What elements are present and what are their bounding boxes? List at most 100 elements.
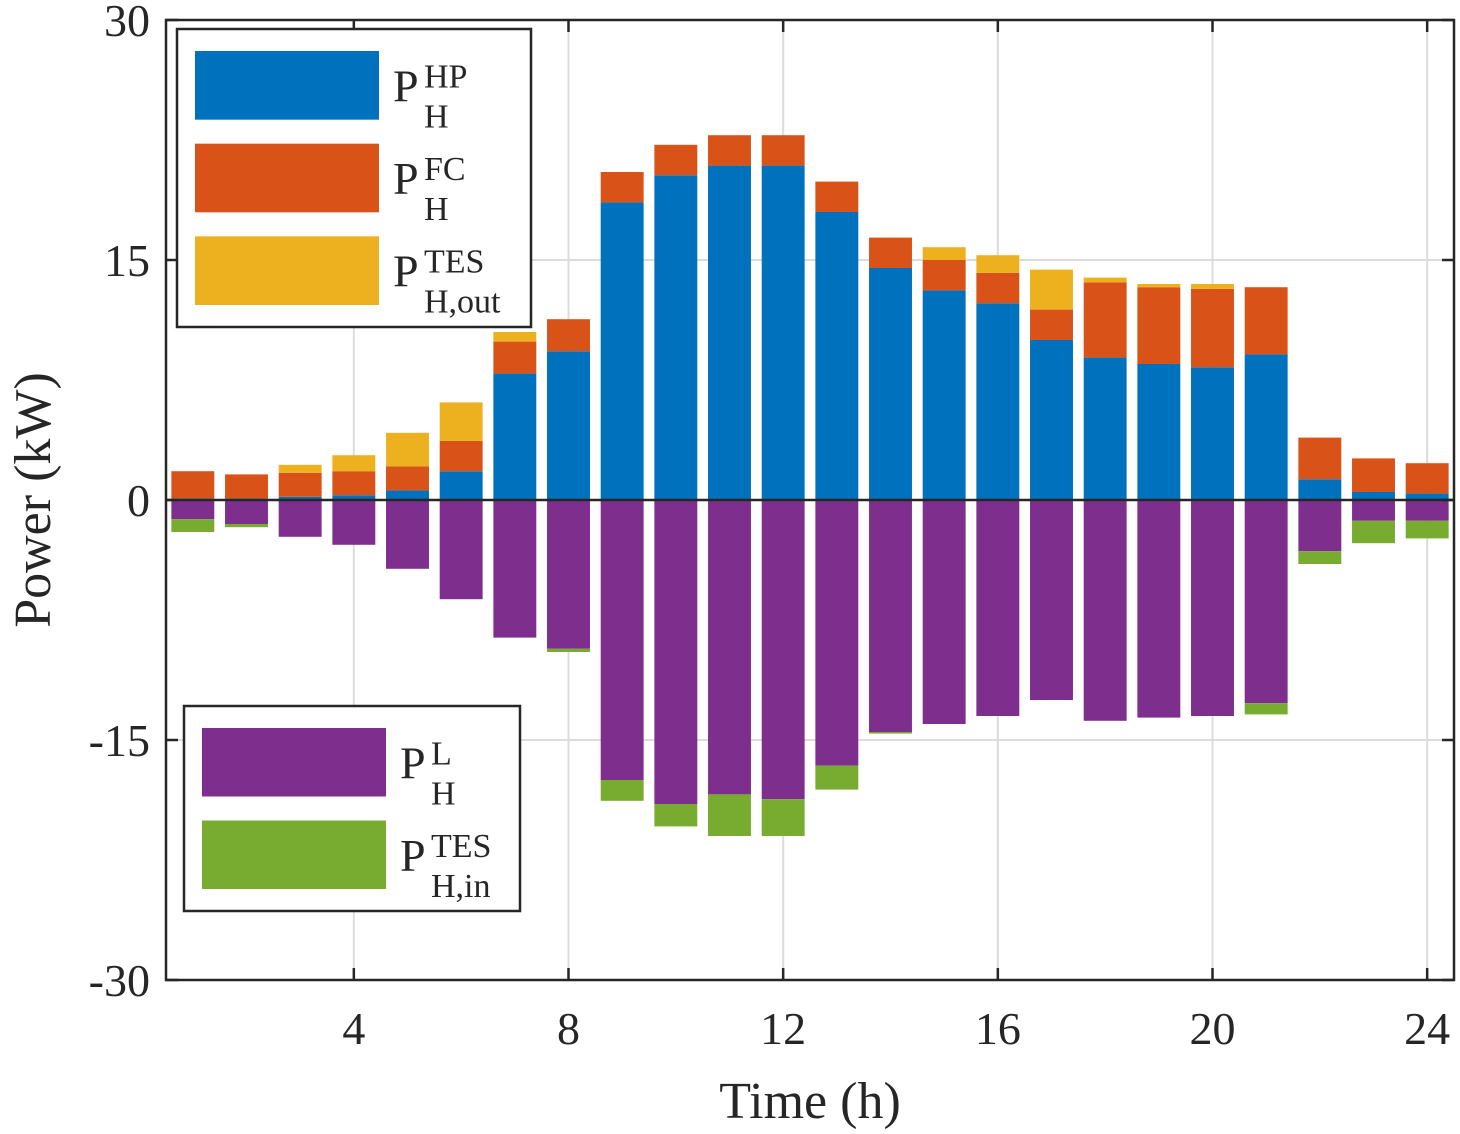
bar-segment: [1244, 703, 1288, 715]
bar-segment: [278, 496, 322, 500]
legend-label: P: [400, 737, 426, 788]
y-tick-label: 0: [127, 475, 150, 526]
bar-segment: [1030, 309, 1073, 340]
bar-segment: [869, 732, 912, 734]
bar-segment: [976, 272, 1020, 304]
bar-segment: [171, 519, 215, 532]
y-tick-label: -30: [89, 955, 150, 1006]
y-tick-labels: 30 15 0 -15 -30: [89, 0, 150, 1006]
x-tick-labels: 4 8 12 16 20 24: [342, 1003, 1450, 1054]
bar-segment: [1191, 367, 1234, 500]
bar-segment: [547, 351, 590, 500]
bar-segment: [278, 464, 322, 473]
legend-label-sub: H: [431, 775, 456, 812]
bar-segment: [654, 175, 698, 500]
y-tick-label: -15: [89, 715, 150, 766]
bar-segment: [761, 799, 805, 836]
bar-segment: [439, 402, 483, 441]
bar-segment: [869, 268, 912, 500]
legend-label-sup: L: [431, 735, 452, 772]
bar-segment: [332, 455, 376, 472]
bars: [171, 135, 1449, 836]
bar-segment: [708, 135, 751, 166]
bar-segment: [1405, 520, 1449, 539]
bar-segment: [1083, 277, 1127, 283]
bar-segment: [386, 500, 429, 569]
bar-segment: [1030, 269, 1073, 310]
bar-segment: [815, 500, 859, 766]
bar-segment: [1191, 284, 1234, 289]
legend-label-sub: H: [424, 98, 449, 135]
bar-segment: [869, 237, 912, 268]
legend-label-sup: FC: [424, 151, 466, 188]
bar-segment: [1030, 340, 1073, 500]
bar-segment: [225, 474, 268, 499]
bar-segment: [1083, 282, 1127, 358]
x-tick-label: 4: [342, 1003, 365, 1054]
legend-label: P: [393, 246, 419, 297]
bar-segment: [815, 181, 859, 212]
bar-segment: [1298, 551, 1342, 564]
bar-segment: [225, 500, 268, 524]
bar-segment: [1137, 364, 1181, 500]
bar-segment: [1352, 458, 1395, 492]
bar-segment: [815, 212, 859, 500]
x-tick-label: 20: [1190, 1003, 1236, 1054]
bar-segment: [1298, 437, 1342, 480]
legend-swatch: [202, 728, 386, 797]
bar-segment: [1352, 492, 1395, 500]
legend-swatch: [195, 51, 379, 120]
bar-segment: [1298, 500, 1342, 552]
x-tick-label: 12: [760, 1003, 806, 1054]
x-tick-label: 24: [1404, 1003, 1450, 1054]
legend-label: P: [393, 153, 419, 204]
bar-segment: [976, 500, 1020, 716]
bar-segment: [600, 172, 644, 203]
legend-label: P: [393, 60, 419, 111]
bar-segment: [922, 500, 966, 724]
bar-segment: [1405, 463, 1449, 494]
legend-swatch: [195, 236, 379, 305]
bar-segment: [332, 500, 376, 545]
bar-segment: [386, 466, 429, 491]
bar-segment: [1137, 287, 1181, 364]
bar-segment: [493, 332, 537, 342]
legend-swatch: [195, 143, 379, 213]
legend-label-sup: TES: [424, 244, 484, 281]
bar-segment: [1352, 500, 1395, 521]
bar-segment: [1405, 500, 1449, 521]
bar-segment: [493, 341, 537, 374]
x-tick-label: 8: [557, 1003, 580, 1054]
bar-segment: [708, 500, 751, 795]
bar-segment: [225, 524, 268, 528]
bar-segment: [1137, 500, 1181, 718]
bar-segment: [1298, 479, 1342, 500]
bar-segment: [922, 290, 966, 500]
bar-segment: [922, 247, 966, 260]
bar-segment: [1083, 500, 1127, 721]
bar-segment: [600, 500, 644, 780]
y-axis-label: Power (kW): [5, 372, 62, 628]
bar-segment: [439, 500, 483, 600]
bar-segment: [439, 471, 483, 500]
bar-segment: [332, 471, 376, 496]
bar-segment: [600, 202, 644, 500]
legend-label-sup: HP: [424, 58, 467, 95]
bar-segment: [976, 303, 1020, 500]
bar-segment: [761, 500, 805, 800]
bar-segment: [439, 440, 483, 472]
bar-segment: [1244, 354, 1288, 500]
legend-label: P: [400, 830, 426, 881]
bar-segment: [278, 472, 322, 497]
bar-segment: [976, 255, 1020, 273]
bar-segment: [547, 500, 590, 649]
bar-segment: [171, 471, 215, 499]
legend-swatch: [202, 820, 386, 889]
x-tick-label: 16: [975, 1003, 1021, 1054]
bar-segment: [761, 165, 805, 500]
bar-segment: [547, 319, 590, 352]
bar-segment: [1244, 287, 1288, 355]
